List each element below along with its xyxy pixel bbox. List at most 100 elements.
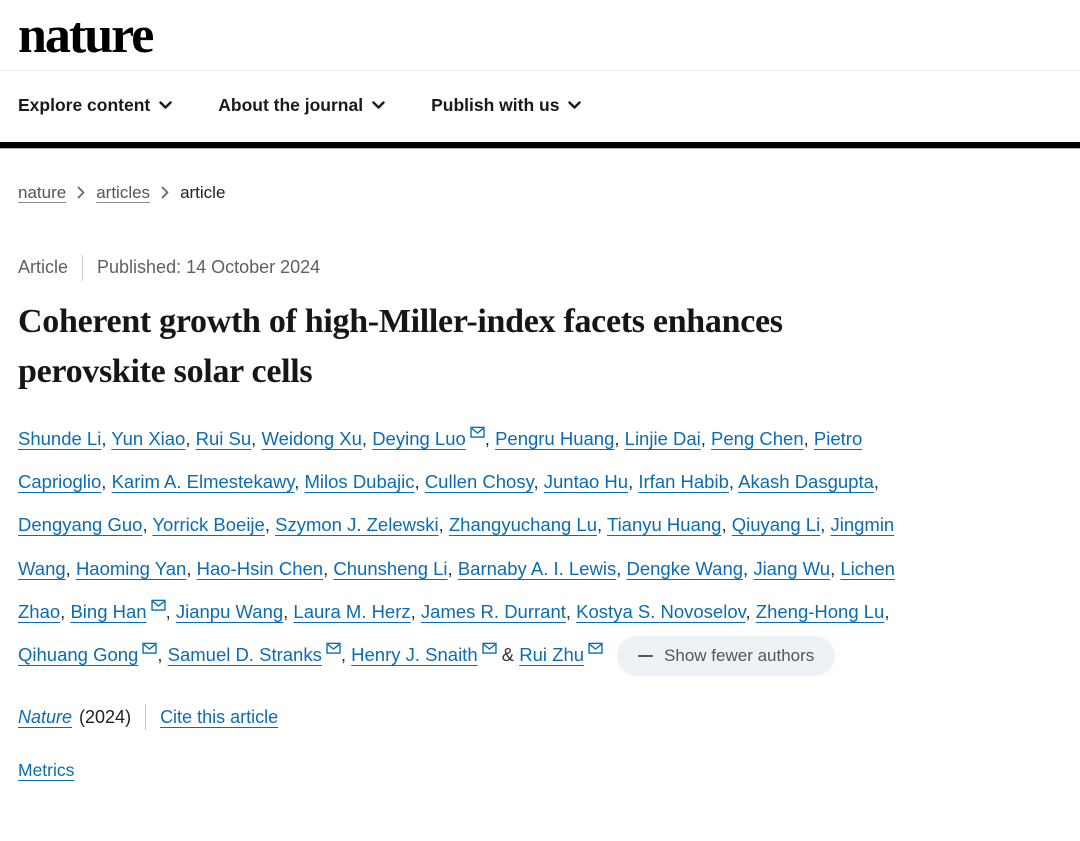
author-link[interactable]: James R. Durrant	[420, 600, 566, 622]
author-separator: ,	[745, 600, 756, 622]
author-link[interactable]: Weidong Xu	[261, 427, 362, 449]
author-link[interactable]: Lichen Zhao	[18, 557, 895, 622]
email-icon[interactable]	[470, 426, 485, 438]
breadcrumb-link-nature[interactable]: nature	[18, 182, 67, 202]
author-link[interactable]: Jianpu Wang	[175, 600, 284, 622]
author-separator: ,	[165, 600, 176, 622]
author-link[interactable]: Akash Dasgupta	[738, 471, 874, 493]
author-separator: ,	[884, 600, 890, 622]
cite-this-article-link[interactable]: Cite this article	[160, 706, 279, 727]
author-separator: ,	[101, 427, 112, 449]
email-icon[interactable]	[326, 642, 341, 654]
author-link[interactable]: Yorrick Boeije	[152, 514, 265, 536]
author-link[interactable]: Kostya S. Novoselov	[576, 600, 746, 622]
author-link[interactable]: Zhangyuchang Lu	[448, 514, 597, 536]
author-link[interactable]: Shunde Li	[18, 427, 102, 449]
author-link[interactable]: Szymon J. Zelewski	[275, 514, 439, 536]
email-icon[interactable]	[150, 599, 166, 611]
author-link[interactable]: Linjie Dai	[624, 427, 701, 449]
author-link[interactable]: Zheng-Hong Lu	[755, 600, 885, 622]
header-divider-bar	[0, 141, 1080, 149]
author-link[interactable]: Laura M. Herz	[293, 600, 411, 622]
nav-about-the-journal[interactable]: About the journal	[218, 95, 385, 116]
author-link[interactable]: Jingmin Wang	[18, 514, 895, 579]
author-link[interactable]: Milos Dubajic	[304, 471, 415, 493]
author-separator: ,	[728, 471, 739, 493]
author-link[interactable]: Samuel D. Stranks	[167, 644, 322, 666]
show-fewer-authors-button[interactable]: Show fewer authors	[617, 636, 836, 677]
author-separator: ,	[142, 514, 153, 536]
email-icon[interactable]	[142, 642, 157, 654]
author-separator: ,	[438, 514, 449, 536]
journal-year: (2024)	[79, 706, 132, 727]
author-separator: ,	[873, 471, 880, 493]
authors-block: Shunde Li, Yun Xiao, Rui Su, Weidong Xu,…	[18, 417, 930, 677]
author-separator: ,	[340, 644, 352, 666]
author-link[interactable]: Henry J. Snaith	[351, 644, 478, 666]
author-link[interactable]: Barnaby A. I. Lewis	[457, 557, 617, 579]
author-link[interactable]: Bing Han	[70, 600, 147, 622]
author-link[interactable]: Hao-Hsin Chen	[196, 557, 324, 579]
author-link[interactable]: Rui Zhu	[519, 644, 585, 666]
nav-about-the-journal-label: About the journal	[218, 94, 364, 115]
author-link[interactable]: Juntao Hu	[543, 471, 629, 493]
author-separator: ,	[743, 557, 754, 579]
author-separator: ,	[251, 427, 262, 449]
author-separator: ,	[323, 557, 334, 579]
nav-publish-with-us[interactable]: Publish with us	[431, 94, 582, 116]
author-link[interactable]: Pietro Caprioglio	[18, 427, 863, 493]
author-link[interactable]: Qiuyang Li	[731, 514, 821, 536]
chevron-down-icon	[372, 101, 385, 110]
breadcrumb-current: article	[180, 182, 226, 202]
author-separator: ,	[60, 600, 71, 622]
author-link[interactable]: Jiang Wu	[753, 557, 831, 579]
article-meta: Article Published: 14 October 2024	[18, 254, 1080, 281]
author-link[interactable]: Qihuang Gong	[18, 644, 139, 666]
author-separator: ,	[101, 471, 112, 493]
chevron-right-icon	[161, 186, 169, 199]
chevron-down-icon	[568, 101, 582, 110]
author-link[interactable]: Tianyu Huang	[606, 514, 722, 536]
author-link[interactable]: Pengru Huang	[495, 427, 615, 449]
author-link[interactable]: Chunsheng Li	[333, 557, 448, 579]
article-title: Coherent growth of high-Miller-index fac…	[18, 302, 783, 390]
metrics-link[interactable]: Metrics	[18, 760, 75, 781]
author-link[interactable]: Cullen Chosy	[424, 471, 534, 493]
author-separator: ,	[264, 514, 276, 536]
author-link[interactable]: Karim A. Elmestekawy	[111, 471, 295, 493]
author-link[interactable]: Irfan Habib	[638, 471, 729, 493]
breadcrumb-link-articles[interactable]: articles	[96, 182, 151, 202]
cite-divider	[145, 704, 147, 731]
article-type-label: Article	[18, 257, 69, 278]
author-link[interactable]: Peng Chen	[711, 427, 804, 449]
author-separator: ,	[830, 557, 841, 579]
author-separator: ,	[533, 471, 544, 493]
author-separator: ,	[157, 644, 168, 666]
published-date: Published: 14 October 2024	[97, 257, 321, 278]
author-link[interactable]: Deying Luo	[372, 427, 466, 449]
author-link[interactable]: Rui Su	[195, 427, 252, 449]
journal-link[interactable]: Nature	[18, 706, 73, 727]
author-separator: ,	[361, 427, 373, 449]
main-nav: Explore content About the journal Publis…	[0, 71, 1080, 142]
author-link[interactable]: Dengke Wang	[626, 557, 744, 579]
email-icon[interactable]	[481, 642, 497, 654]
author-link[interactable]: Yun Xiao	[111, 427, 186, 449]
author-separator: ,	[700, 427, 712, 449]
article-main: nature articles article Article Publishe…	[0, 183, 1080, 782]
author-separator: ,	[185, 427, 196, 449]
nav-explore-content[interactable]: Explore content	[18, 95, 172, 116]
email-icon[interactable]	[588, 642, 603, 654]
nav-publish-with-us-label: Publish with us	[431, 94, 560, 115]
nature-logo[interactable]: nature	[18, 7, 154, 64]
citation-row: Nature (2024) Cite this article	[18, 704, 1080, 731]
author-separator: ,	[484, 427, 496, 449]
author-link[interactable]: Dengyang Guo	[18, 514, 143, 536]
author-separator: ,	[721, 514, 732, 536]
author-separator: ,	[616, 557, 627, 579]
author-separator: ,	[65, 557, 76, 579]
nature-article-page: nature Explore content About the journal…	[0, 7, 1080, 782]
author-separator: ,	[614, 427, 625, 449]
meta-divider	[82, 254, 84, 281]
author-link[interactable]: Haoming Yan	[75, 557, 187, 579]
